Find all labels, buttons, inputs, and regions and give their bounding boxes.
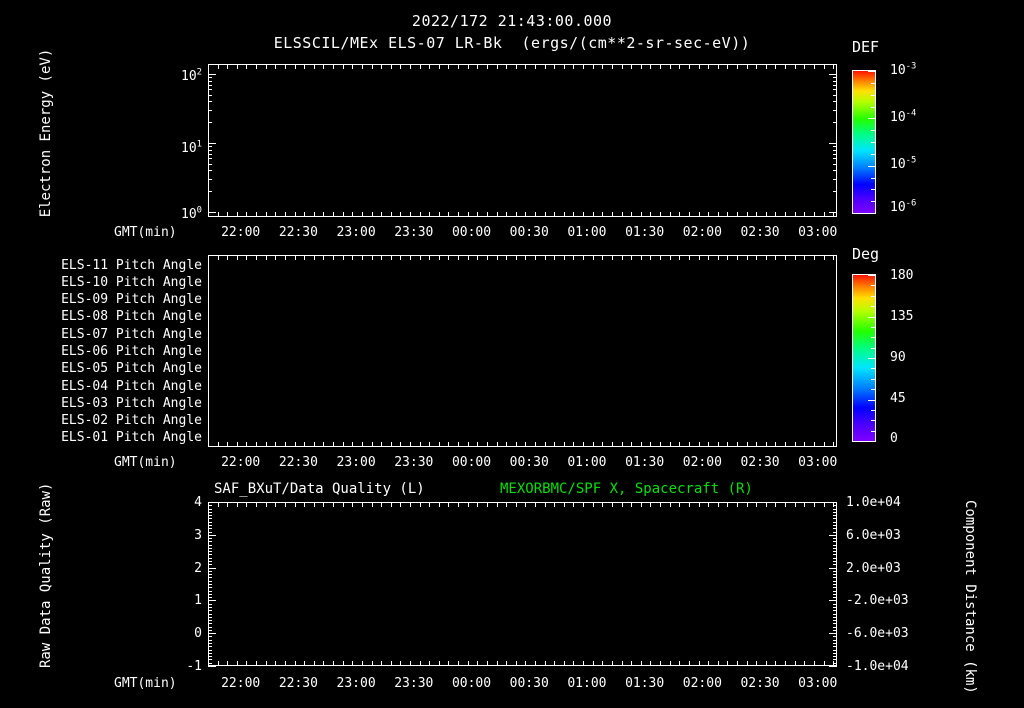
panel2-xtick-0300: 03:00	[798, 455, 838, 470]
panel3-title-right: MEXORBMC/SPF X, Spacecraft (R)	[500, 481, 753, 497]
panel3-xlabel: GMT(min)	[114, 676, 177, 691]
panel1-xtick-0100: 01:00	[567, 225, 607, 240]
panel3-ylabel-right: Component Distance (km)	[962, 500, 978, 694]
panel3-xtick-0030: 00:30	[509, 676, 549, 691]
panel2-xlabel: GMT(min)	[114, 455, 177, 470]
panel1-ytick-10: 101	[181, 139, 202, 156]
colorbar-def-label-1e-3: 10-3	[890, 61, 917, 78]
panel2-xtick-0230: 02:30	[740, 455, 780, 470]
panel2-row-label-els-06: ELS-06 Pitch Angle	[61, 344, 202, 359]
panel3-ytick-left-4: 4	[194, 495, 202, 510]
panel2-row-label-els-02: ELS-02 Pitch Angle	[61, 413, 202, 429]
panel2-xtick-2230: 22:30	[278, 455, 318, 470]
panel3-frame	[208, 502, 837, 666]
colorbar-deg-label-45: 45	[890, 391, 906, 406]
plot-title-dataset: ELSSCIL/MEx ELS-07 LR-Bk (ergs/(cm**2-sr…	[273, 34, 751, 52]
panel3-xtick-2300: 23:00	[336, 676, 376, 691]
panel3-ytick-right-5: -1.0e+04	[846, 659, 909, 674]
panel2-row-label-els-03: ELS-03 Pitch Angle	[61, 395, 202, 411]
panel1-xtick-2300: 23:00	[336, 225, 376, 240]
plot-title-datetime: 2022/172 21:43:00.000	[411, 12, 613, 30]
colorbar-def-label-1e-5: 10-5	[890, 155, 917, 172]
panel3-ytick-right-2: 2.0e+03	[846, 560, 901, 576]
colorbar-def-label-1e-6: 10-6	[890, 198, 917, 215]
panel1-xtick-0130: 01:30	[625, 225, 665, 240]
panel3-ytick-right-0: 1.0e+04	[846, 495, 901, 510]
panel1-xtick-0230: 02:30	[740, 225, 780, 240]
panel2-row-label-els-07: ELS-07 Pitch Angle	[61, 326, 202, 342]
panel1-xtick-2230: 22:30	[278, 225, 318, 240]
panel2-xtick-2200: 22:00	[221, 455, 261, 470]
panel3-title-left: SAF_BXuT/Data Quality (L)	[214, 481, 425, 497]
panel1-xtick-2330: 23:30	[394, 225, 434, 240]
panel3-ytick-left-0: 0	[194, 626, 202, 642]
panel1-xtick-0200: 02:00	[682, 225, 722, 240]
panel3-ytick-left-1: 1	[194, 593, 202, 609]
panel2-row-label-els-05: ELS-05 Pitch Angle	[61, 361, 202, 377]
panel2-xtick-2300: 23:00	[336, 455, 376, 470]
panel2-xtick-2330: 23:30	[394, 455, 434, 470]
panel2-row-label-els-04: ELS-04 Pitch Angle	[61, 378, 202, 394]
panel3-xtick-2200: 22:00	[221, 676, 261, 691]
panel2-row-label-els-09: ELS-09 Pitch Angle	[61, 292, 202, 308]
colorbar-deg-label-180: 180	[890, 268, 914, 283]
panel3-xtick-0300: 03:00	[798, 676, 838, 691]
panel2-xtick-0030: 00:30	[509, 455, 549, 470]
panel1-ytick-1: 100	[181, 205, 202, 222]
panel3-xtick-0000: 00:00	[451, 676, 492, 691]
colorbar-def-label-1e-4: 10-4	[890, 108, 917, 125]
panel3-ytick-right-3: -2.0e+03	[846, 593, 909, 609]
panel2-xtick-0100: 01:00	[567, 455, 607, 470]
colorbar-deg-label-90: 90	[890, 350, 906, 365]
panel3-ytick-left-2: 2	[194, 560, 202, 576]
panel2-xtick-0200: 02:00	[682, 455, 722, 470]
panel1-xtick-0300: 03:00	[798, 225, 838, 240]
panel3-xtick-2230: 22:30	[278, 676, 318, 691]
panel1-xtick-0000: 00:00	[451, 225, 492, 240]
panel2-xtick-0130: 01:30	[625, 455, 665, 470]
panel3-ytick-right-1: 6.0e+03	[846, 527, 901, 543]
panel3-ytick-left-neg1: -1	[186, 659, 202, 674]
panel2-frame	[208, 255, 837, 447]
panel2-row-label-els-11: ELS-11 Pitch Angle	[61, 257, 202, 273]
colorbar-def-title: DEF	[852, 38, 880, 56]
panel3-xtick-0130: 01:30	[625, 676, 665, 691]
panel3-xtick-0100: 01:00	[567, 676, 607, 691]
panel1-xtick-2200: 22:00	[221, 225, 261, 240]
panel1-xtick-0030: 00:30	[509, 225, 549, 240]
panel1-frame	[208, 64, 837, 217]
panel3-ytick-right-4: -6.0e+03	[846, 626, 909, 642]
panel2-row-label-els-01: ELS-01 Pitch Angle	[61, 430, 202, 446]
colorbar-deg-label-0: 0	[890, 431, 898, 446]
panel3-xtick-0230: 02:30	[740, 676, 780, 691]
panel1-xlabel: GMT(min)	[114, 225, 177, 240]
colorbar-deg-label-135: 135	[890, 309, 914, 324]
panel2-row-label-els-10: ELS-10 Pitch Angle	[61, 274, 202, 290]
panel2-xtick-0000: 00:00	[451, 455, 492, 470]
panel3-ytick-left-3: 3	[194, 527, 202, 543]
panel1-ytick-100: 102	[181, 67, 202, 84]
panel2-row-label-els-08: ELS-08 Pitch Angle	[61, 309, 202, 325]
colorbar-deg-title: Deg	[852, 245, 880, 263]
panel3-xtick-0200: 02:00	[682, 676, 722, 691]
panel3-xtick-2330: 23:30	[394, 676, 434, 691]
